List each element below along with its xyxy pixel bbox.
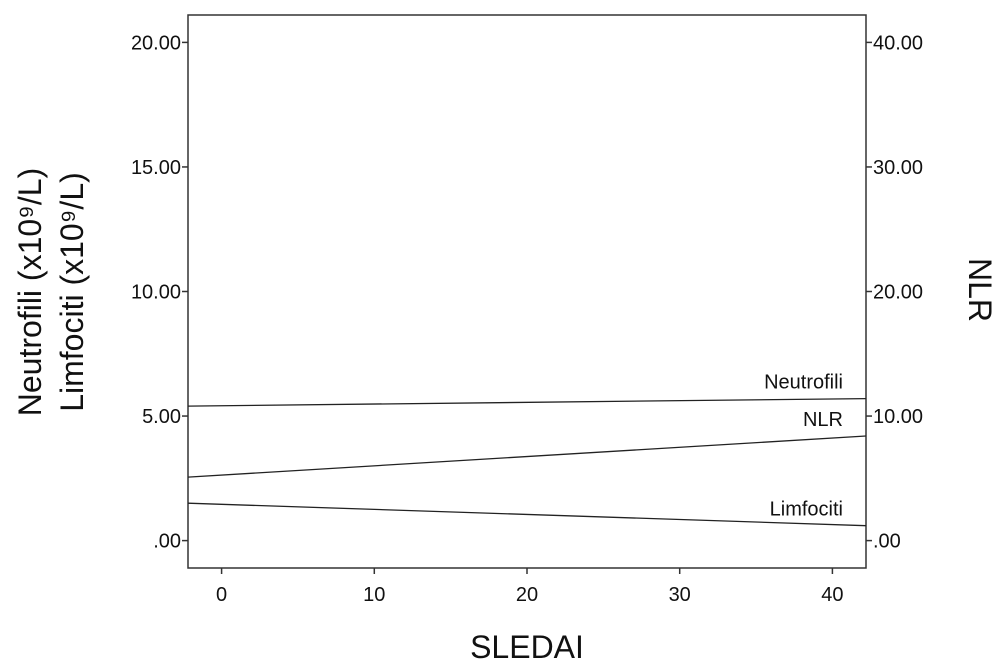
y-right-tick-label: 20.00 [873, 282, 923, 304]
x-axis-ticks: 0 10 20 30 40 [216, 568, 844, 606]
y-right-tick-label: .00 [873, 531, 901, 553]
x-tick-label: 40 [821, 584, 843, 606]
y-right-tick-label: 10.00 [873, 406, 923, 428]
y-left-tick-label: 20.00 [131, 32, 181, 54]
x-axis-title: SLEDAI [470, 629, 584, 662]
series-line-nlr [187, 435, 867, 478]
series-labels: Neutrofili NLR Limfociti [764, 372, 843, 521]
y-right-axis-title: NLR [962, 258, 998, 322]
series-line-neutrofili [187, 397, 867, 407]
series-label-limfociti: Limfociti [770, 499, 843, 521]
series-label-neutrofili: Neutrofili [764, 372, 843, 394]
plot-frame [187, 14, 867, 569]
series-label-nlr: NLR [803, 409, 843, 431]
y-right-tick-label: 30.00 [873, 157, 923, 179]
y-left-axis-ticks: .00 5.00 10.00 15.00 20.00 [131, 32, 188, 553]
x-tick-label: 0 [216, 584, 227, 606]
x-tick-label: 20 [516, 584, 538, 606]
y-left-tick-label: 10.00 [131, 282, 181, 304]
y-left-tick-label: 5.00 [142, 406, 181, 428]
x-tick-label: 30 [669, 584, 691, 606]
series-line-limfociti [187, 502, 867, 527]
y-left-axis-title-line1: Neutrofili (x10⁹/L) [12, 168, 48, 416]
y-right-axis-ticks: .00 10.00 20.00 30.00 40.00 [866, 32, 923, 553]
y-right-tick-label: 40.00 [873, 32, 923, 54]
y-left-tick-label: 15.00 [131, 157, 181, 179]
series-lines [187, 397, 867, 527]
y-left-axis-title-line2: Limfociti (x10⁹/L) [54, 172, 90, 412]
y-left-tick-label: .00 [153, 531, 181, 553]
x-tick-label: 10 [363, 584, 385, 606]
